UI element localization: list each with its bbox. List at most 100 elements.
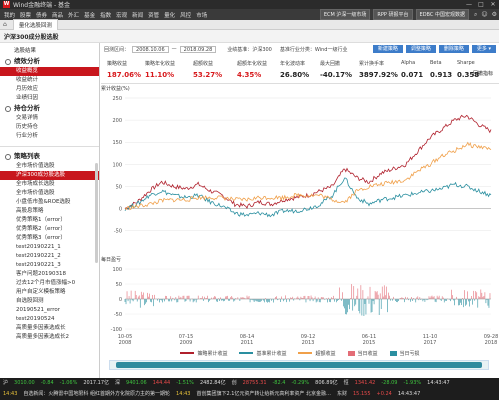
strategy-item[interactable]: 优秀策略3（error） bbox=[16, 235, 66, 241]
strategy-item[interactable]: test20190221_1 bbox=[16, 244, 61, 250]
minimize-icon[interactable]: — bbox=[466, 1, 472, 8]
sidebar-item-industry[interactable]: 行业分析 bbox=[16, 133, 39, 139]
legend-daily-gain[interactable]: 当日收益 bbox=[347, 350, 378, 357]
maximize-icon[interactable]: □ bbox=[478, 1, 484, 8]
stat-value: 187.06% bbox=[107, 71, 142, 79]
time-range-slider[interactable] bbox=[109, 360, 489, 370]
range-label: 回测区间： bbox=[104, 46, 130, 53]
strategy-item[interactable]: 全市场价值选股 bbox=[16, 190, 55, 196]
news-ticker-line: 14:43 自选新闻：火腾雷中国地限科 组红首期外方化院原力主的第一期轮 14:43… bbox=[0, 389, 499, 400]
sidebar-item-return-stats[interactable]: 收益统计 bbox=[16, 77, 39, 83]
stat-value: 0.071 bbox=[401, 71, 424, 79]
x-tick-label: 09-12 bbox=[301, 334, 316, 340]
strategy-item[interactable]: 全市场成长选股 bbox=[16, 181, 55, 187]
daily-pnl-title: 每日盈亏 bbox=[101, 257, 122, 263]
search-icon[interactable]: ⌕ bbox=[473, 10, 478, 18]
strategy-item[interactable]: test20190221_2 bbox=[16, 253, 61, 259]
strategy-item-active[interactable]: 沪深300成分股选股 bbox=[0, 171, 99, 180]
y-tick-label: 250 bbox=[112, 96, 122, 102]
sidebar-scrollbar[interactable] bbox=[95, 163, 98, 263]
strategy-item[interactable]: 优秀策略1（error） bbox=[16, 217, 66, 223]
new-strategy-button[interactable]: 新建策略 bbox=[372, 45, 403, 53]
strategy-item[interactable]: 高股息策略 bbox=[16, 208, 44, 214]
ticker-field: 144.44 bbox=[152, 380, 171, 386]
sidebar-item-calendar-effect[interactable]: 月历效应 bbox=[16, 86, 39, 92]
strategy-item[interactable]: 20190521_error bbox=[16, 307, 61, 313]
ticker-field: 3010.00 bbox=[14, 380, 35, 386]
stat-label: 超额年化收益 bbox=[237, 61, 268, 67]
menu-item-news[interactable]: 新闻 bbox=[132, 12, 144, 19]
x-tick-year: 2015 bbox=[363, 340, 376, 346]
close-icon[interactable]: ✕ bbox=[490, 1, 496, 8]
strategy-item[interactable]: 客户问题20190318 bbox=[16, 271, 66, 277]
ticker-field: -1.93% bbox=[403, 380, 422, 386]
stat-value: 11.10% bbox=[145, 71, 175, 79]
menu-item-fund[interactable]: 基金 bbox=[84, 12, 96, 19]
x-tick-label: 06-11 bbox=[362, 334, 377, 340]
strategy-item[interactable]: 小盘低市盈&ROE选股 bbox=[16, 199, 71, 205]
sidebar-item-history-holdings[interactable]: 历史持仓 bbox=[16, 124, 39, 130]
time-range-thumb[interactable] bbox=[116, 362, 482, 368]
performance-stats: 策略收益 187.06% 策略年化收益 11.10% 超额收益 53.27% 超额年化… bbox=[101, 56, 499, 84]
drawdown-link-label[interactable]: 回撤指标 bbox=[473, 71, 494, 77]
user-icon[interactable]: ☺ bbox=[481, 11, 488, 18]
legend-strategy[interactable]: 策略累计收益 bbox=[180, 350, 227, 357]
cumulative-return-chart[interactable]: 250 200 150 100 50 0 -50 bbox=[101, 92, 499, 254]
sidebar-item-attribution[interactable]: 业绩归因 bbox=[16, 95, 39, 101]
end-date-input[interactable]: 2018.09.28 bbox=[179, 45, 217, 53]
ticker-field: 9401.06 bbox=[126, 380, 147, 386]
sidebar-item-return-overview[interactable]: 收益概览 bbox=[0, 67, 99, 76]
series-line-1 bbox=[124, 177, 492, 218]
stat-value: 4.35% bbox=[237, 71, 262, 79]
menu-item-fx[interactable]: 外汇 bbox=[68, 12, 80, 19]
strategy-item[interactable]: 用户自定义模板策略 bbox=[16, 289, 66, 295]
menu-item-bond[interactable]: 债券 bbox=[36, 12, 48, 19]
menu-item-macro[interactable]: 宏观 bbox=[116, 12, 128, 19]
sidebar-item-results[interactable]: 选股结果 bbox=[14, 48, 37, 54]
menu-item-market[interactable]: 市场 bbox=[196, 12, 208, 19]
delete-strategy-button[interactable]: 删除策略 bbox=[438, 45, 469, 53]
home-icon[interactable]: ⌂ bbox=[3, 21, 7, 28]
strategy-item[interactable]: test20190524 bbox=[16, 316, 55, 322]
ecm-button[interactable]: ECM 沪深一级市场 bbox=[319, 9, 371, 20]
x-tick-year: 2013 bbox=[302, 340, 315, 346]
menu-item-quant[interactable]: 量化 bbox=[164, 12, 176, 19]
stat-label: 超额收益 bbox=[193, 61, 214, 67]
strategy-item[interactable]: 自选股回测 bbox=[16, 298, 44, 304]
ticker-field: 14:43:47 bbox=[427, 380, 450, 386]
ticker-field: 首创集团旗下2.1亿元资产转让给新元高利率资产 北京金融… bbox=[196, 391, 331, 397]
strategy-item[interactable]: 高质量多因素选成长2 bbox=[16, 334, 69, 340]
menu-item-asset-mgmt[interactable]: 资管 bbox=[148, 12, 160, 19]
strategy-item[interactable]: test20190221_3 bbox=[16, 262, 61, 268]
strategy-item[interactable]: 过去12个月市值涨幅>0 bbox=[16, 280, 76, 286]
sidebar-group-holdings[interactable]: 持仓分析 bbox=[0, 103, 99, 114]
edbc-button[interactable]: EDBC 中国宏观数据 bbox=[415, 9, 469, 20]
more-button[interactable]: 更多 ▾ bbox=[471, 45, 496, 53]
sidebar-group-strategies[interactable]: 策略列表 bbox=[0, 151, 99, 162]
legend-daily-loss[interactable]: 当日亏损 bbox=[389, 350, 420, 357]
x-tick-label: 10-05 bbox=[118, 334, 133, 340]
menu-item-mine[interactable]: 我的 bbox=[4, 12, 16, 19]
legend-excess[interactable]: 超额收益 bbox=[298, 350, 336, 357]
settings-icon[interactable]: ⚙ bbox=[491, 11, 497, 18]
edit-strategy-button[interactable]: 调整策略 bbox=[405, 45, 436, 53]
menu-item-index[interactable]: 指数 bbox=[100, 12, 112, 19]
tab-quant-backtest[interactable]: 量化选股回测 bbox=[12, 19, 58, 30]
menu-item-commodity[interactable]: 商品 bbox=[52, 12, 64, 19]
strategy-item[interactable]: 优秀策略2（error） bbox=[16, 226, 66, 232]
benchmark-value[interactable]: 沪深300 bbox=[252, 46, 272, 53]
menu-item-stock[interactable]: 股票 bbox=[20, 12, 32, 19]
backtest-settings-bar: 回测区间： 2008.10.06 — 2018.09.28 业绩基准： 沪深30… bbox=[101, 43, 499, 55]
sidebar-item-trades[interactable]: 交易详情 bbox=[16, 115, 39, 121]
rpp-button[interactable]: RPP 研报平台 bbox=[373, 9, 413, 20]
start-date-input[interactable]: 2008.10.06 bbox=[132, 45, 169, 53]
menu-item-risk[interactable]: 风控 bbox=[180, 12, 192, 19]
strategy-title: 沪深300成分股选股 bbox=[4, 33, 59, 41]
y-tick-label: 100 bbox=[112, 162, 122, 168]
strategy-item[interactable]: 全市场价值选股 bbox=[16, 163, 55, 169]
benchmark-industry-value[interactable]: Wind一级行业 bbox=[314, 46, 348, 53]
sidebar-group-performance[interactable]: 绩效分析 bbox=[0, 56, 99, 67]
strategy-item[interactable]: 高质量多因素选成长 bbox=[16, 325, 66, 331]
legend-benchmark[interactable]: 基准累计收益 bbox=[239, 350, 286, 357]
